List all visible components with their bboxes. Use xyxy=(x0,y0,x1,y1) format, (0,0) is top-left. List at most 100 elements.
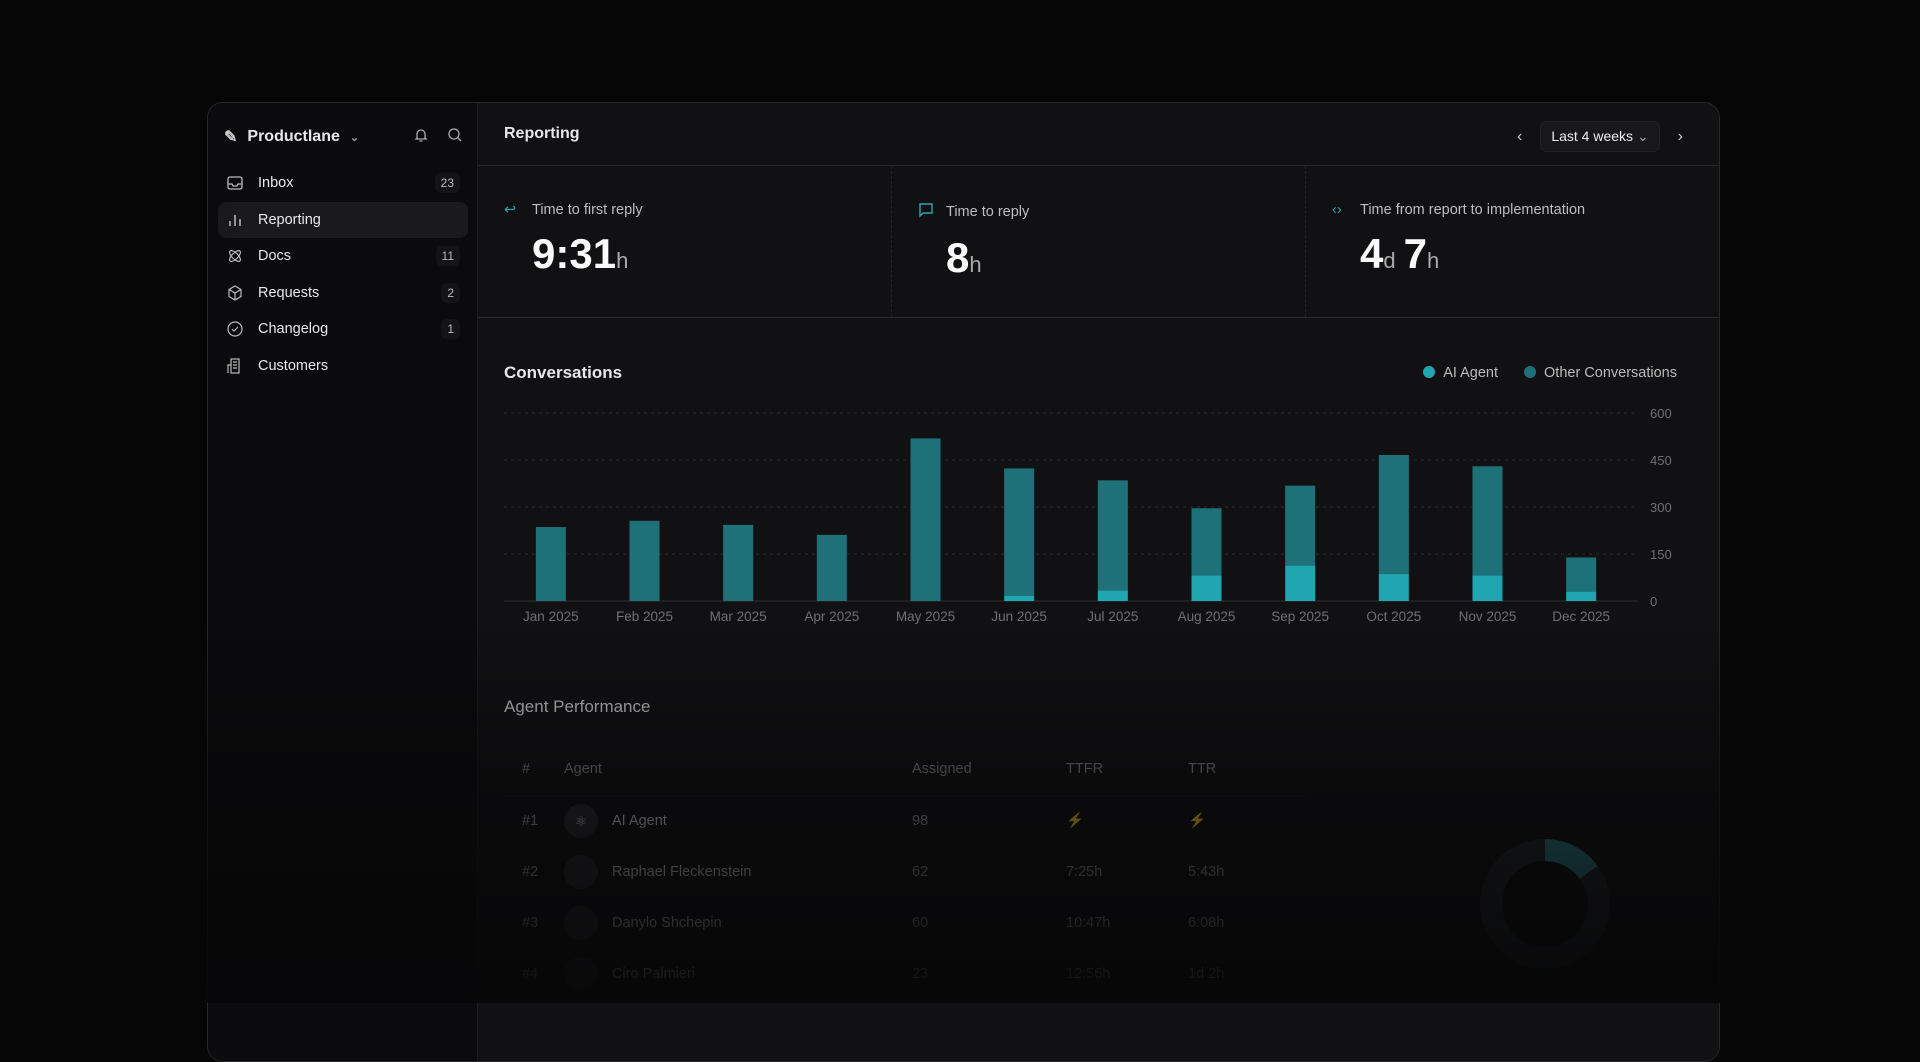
search-icon[interactable] xyxy=(447,127,463,148)
agent-cell: ⚛ AI Agent xyxy=(564,795,912,846)
ttfr: 7:25h xyxy=(1066,863,1103,880)
legend-dot xyxy=(1423,366,1436,378)
x-tick-label: Sep 2025 xyxy=(1271,609,1329,624)
metric-unit: d xyxy=(1383,248,1396,273)
count-badge: 2 xyxy=(441,282,460,303)
bar-ai-agent xyxy=(1097,590,1128,601)
table-row[interactable]: #1 ⚛ AI Agent 98 ⚡ ⚡ xyxy=(504,795,1308,846)
reply-arrow-icon: ↩ xyxy=(504,202,517,218)
metric-unit: h xyxy=(616,248,629,273)
x-tick-label: May 2025 xyxy=(896,609,955,624)
legend-label: Other Conversations xyxy=(1544,365,1677,381)
bar-chart-icon xyxy=(226,211,246,229)
bar-other-conversations xyxy=(1378,454,1409,575)
y-tick-label: 600 xyxy=(1650,406,1672,421)
bar-ai-agent xyxy=(1566,591,1597,601)
bar-other-conversations xyxy=(1191,508,1222,576)
bell-icon[interactable] xyxy=(413,127,429,148)
count-badge: 11 xyxy=(435,246,460,266)
avatar xyxy=(564,905,598,940)
ttr: 6:08h xyxy=(1188,914,1225,931)
chevron-right-icon[interactable]: › xyxy=(1677,127,1683,145)
agent-name: AI Agent xyxy=(612,812,667,829)
bar-other-conversations xyxy=(1566,557,1597,592)
inbox-icon xyxy=(226,174,246,192)
column-header: Assigned xyxy=(912,743,1066,796)
metric-value: 4 xyxy=(1360,230,1384,277)
chat-bubble-icon xyxy=(918,202,936,222)
lightning-icon: ⚡ xyxy=(1066,813,1085,830)
chevron-down-icon: ⌄ xyxy=(349,131,360,144)
x-tick-label: Nov 2025 xyxy=(1459,609,1517,624)
count-badge: 23 xyxy=(434,173,460,193)
x-tick-label: Apr 2025 xyxy=(804,609,859,624)
sidebar-item-changelog[interactable]: Changelog 1 xyxy=(218,311,468,347)
x-tick-label: Jun 2025 xyxy=(991,609,1047,624)
y-tick-label: 300 xyxy=(1650,500,1672,515)
sidebar-item-reporting[interactable]: Reporting xyxy=(218,201,468,238)
assigned: 60 xyxy=(912,914,929,931)
workspace-logo-icon: ✎ xyxy=(224,129,238,146)
metric-label: Time from report to implementation xyxy=(1360,202,1586,218)
sidebar-item-label: Requests xyxy=(258,284,320,301)
app-window: ✎ Productlane ⌄ Inbox 23 Reporting Docs 11… xyxy=(207,102,1720,1062)
sidebar-item-requests[interactable]: Requests 2 xyxy=(218,275,468,311)
workspace-switcher[interactable]: ✎ Productlane ⌄ xyxy=(224,127,359,147)
metric-time-to-first-reply: ↩ Time to first reply 9:31h xyxy=(478,166,892,317)
main-panel: Reporting ‹ Last 4 weeks ⌄ › ↩ Time to fi… xyxy=(477,103,1719,1061)
sidebar-item-label: Reporting xyxy=(258,211,321,228)
bar-ai-agent xyxy=(1191,575,1222,601)
sidebar-item-customers[interactable]: Customers xyxy=(218,348,468,384)
metric-value: 8 xyxy=(946,234,970,281)
legend-label: AI Agent xyxy=(1443,365,1499,381)
date-range-select[interactable]: Last 4 weeks ⌄ xyxy=(1540,121,1660,152)
agent-table: # Agent Assigned TTFR TTR #1 ⚛ AI Agent 9… xyxy=(504,743,1308,999)
table-row[interactable]: #3 Danylo Shchepin 60 10:47h 6:08h xyxy=(504,897,1308,948)
bar-other-conversations xyxy=(723,524,754,601)
chart-legend: AI Agent Other Conversations xyxy=(1423,365,1677,381)
sidebar-item-docs[interactable]: Docs 11 xyxy=(218,238,468,274)
chart-title: Conversations xyxy=(504,363,623,382)
avatar xyxy=(564,956,598,991)
bar-other-conversations xyxy=(1004,468,1035,596)
bar-ai-agent xyxy=(1285,565,1316,601)
x-tick-label: Oct 2025 xyxy=(1366,609,1421,624)
agent-name: Raphael Fleckenstein xyxy=(612,863,752,880)
ai-agent-icon: ⚛ xyxy=(564,803,598,838)
y-tick-label: 150 xyxy=(1650,547,1672,562)
table-row[interactable]: #4 Ciro Palmieri 23 12:56h 1d 2h xyxy=(504,948,1308,999)
column-header: TTFR xyxy=(1066,743,1188,796)
y-tick-label: 450 xyxy=(1650,453,1672,468)
avatar xyxy=(564,854,598,889)
agent-name: Danylo Shchepin xyxy=(612,914,722,931)
column-header: Agent xyxy=(564,743,912,796)
conversations-chart: 0 150 300 450 600 Jan 2025 Feb 2025 Mar 2025 Apr… xyxy=(504,406,1672,624)
metric-label: Time to first reply xyxy=(532,202,643,218)
table-row[interactable]: #2 Raphael Fleckenstein 62 7:25h 5:43h xyxy=(504,846,1308,897)
metric-report-to-implementation: ‹› Time from report to implementation 4d 7… xyxy=(1306,166,1719,317)
bar-ai-agent xyxy=(1378,574,1409,601)
metric-label: Time to reply xyxy=(946,204,1030,220)
sidebar-item-label: Customers xyxy=(258,357,329,374)
sidebar-item-inbox[interactable]: Inbox 23 xyxy=(218,165,468,201)
legend-dot xyxy=(1524,366,1537,378)
atom-icon xyxy=(226,247,246,265)
agent-cell: Ciro Palmieri xyxy=(564,948,912,999)
page-title: Reporting xyxy=(504,125,580,142)
assigned: 23 xyxy=(912,965,929,982)
sidebar-item-label: Inbox xyxy=(258,175,294,191)
bar-other-conversations xyxy=(816,534,847,601)
x-tick-label: Jan 2025 xyxy=(523,609,579,624)
legend-ai-agent: AI Agent xyxy=(1423,365,1498,381)
lightning-icon: ⚡ xyxy=(1188,813,1207,830)
bar-other-conversations xyxy=(1097,480,1128,591)
x-tick-label: Feb 2025 xyxy=(616,609,673,624)
check-circle-icon xyxy=(226,320,246,338)
column-header: TTR xyxy=(1188,743,1308,796)
sidebar-nav: Inbox 23 Reporting Docs 11 Requests 2 Chang… xyxy=(218,165,468,384)
chevron-left-icon[interactable]: ‹ xyxy=(1517,127,1523,145)
ttr: 5:43h xyxy=(1188,863,1225,880)
section-title: Agent Performance xyxy=(504,697,651,716)
assigned: 62 xyxy=(912,863,929,880)
assigned: 98 xyxy=(912,812,929,829)
